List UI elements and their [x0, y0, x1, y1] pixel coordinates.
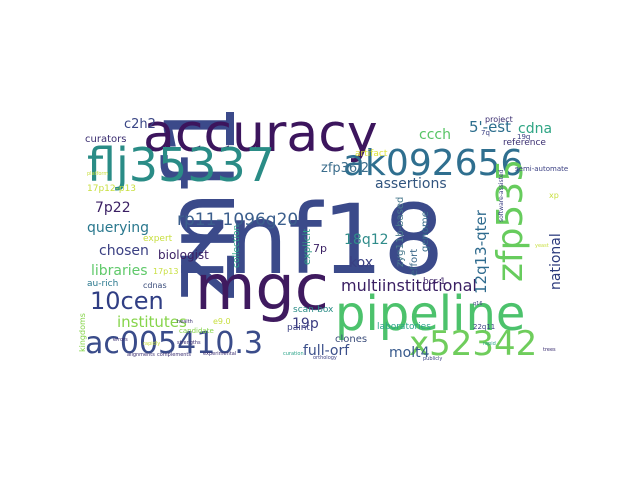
- word-5-est: 5'-est: [469, 118, 512, 136]
- word-7q: 7q: [481, 129, 490, 137]
- word-rapidly: rapidly: [143, 341, 161, 347]
- word-ccch: ccch: [419, 127, 451, 143]
- word-c2h2: c2h2: [124, 117, 156, 132]
- word-querying: querying: [87, 220, 150, 236]
- word-genome: genome: [420, 211, 431, 252]
- word-national: national: [548, 233, 564, 290]
- word-full-orf: full-orf: [303, 343, 350, 359]
- word-scan-box: scan-box: [293, 305, 334, 315]
- word-curation: curation: [283, 351, 304, 357]
- word-rapid: rapid: [483, 341, 496, 347]
- word-e9-0: e9.0: [213, 317, 231, 326]
- word-multiinstitutional: multiinstitutional: [341, 276, 477, 295]
- word-cdna: cdna: [518, 121, 553, 137]
- word-7p: 7p: [313, 242, 327, 255]
- word-ak092656: ak092656: [343, 143, 524, 184]
- word-18q12: 18q12: [344, 232, 389, 248]
- word-kingdoms: kingdoms: [78, 313, 87, 352]
- word-znf18-h: znf18: [177, 184, 445, 296]
- word-yeast: yeast: [535, 243, 549, 249]
- word-biologist: biologist: [158, 248, 209, 262]
- word-errors: errors: [113, 337, 128, 343]
- word-platform: platform: [87, 171, 109, 177]
- word-publicly: publicly: [423, 356, 443, 362]
- word-17p13: 17p13: [153, 267, 179, 276]
- word-xp: xp: [549, 191, 559, 200]
- word-19p: 19p: [292, 316, 319, 332]
- word-10cen: 10cen: [90, 287, 164, 315]
- word-effort: effort: [409, 248, 420, 276]
- word-clones: clones: [335, 334, 368, 345]
- word-health: health: [177, 319, 193, 325]
- word-software-assisted: software-assisted: [498, 169, 505, 222]
- word-expert: expert: [143, 234, 173, 244]
- word-project: project: [485, 115, 513, 124]
- word-chosen: chosen: [99, 243, 149, 259]
- word-laboratories: laboratories: [377, 322, 431, 332]
- word-artifact: artifact: [355, 149, 388, 159]
- word-22q11: 22q11: [473, 323, 496, 331]
- word-kox: kox: [349, 255, 374, 271]
- word-au-rich: au-rich: [87, 279, 119, 289]
- word-strengths: strengths: [177, 340, 201, 346]
- word-q16: q16: [473, 301, 483, 307]
- word-7p22: 7p22: [95, 200, 131, 216]
- word-molt4: molt4: [389, 345, 430, 361]
- word-curators: curators: [85, 134, 127, 145]
- word-semi-automated: semi-automated: [515, 165, 568, 173]
- word-alignments: alignments: [127, 352, 155, 358]
- word-complements: complements: [157, 352, 191, 358]
- word-rp11-1096g20: rp11-1096g20: [177, 210, 299, 230]
- word-zyg11b-based: zyg11b-based: [395, 196, 406, 267]
- word-assertions: assertions: [375, 176, 447, 192]
- word-bcr-1: bcr-1: [423, 277, 446, 287]
- word-libraries: libraries: [91, 263, 148, 279]
- word-flj35337: flj35337: [87, 138, 276, 192]
- word-collection: collection: [232, 224, 242, 268]
- word-explicit: explicit: [302, 229, 313, 265]
- word-orthology: orthology: [313, 355, 337, 361]
- word-19q: 19q: [517, 133, 531, 141]
- word-experimental: experimental: [203, 351, 237, 357]
- word-ac005410-3: ac005410.3: [85, 326, 264, 361]
- word-cloud: znf18 znf18 mgc accuracy flj35337 pipeli…: [73, 112, 568, 365]
- word-paint: paint: [287, 323, 310, 333]
- word-zfp36l2: zfp36l2: [321, 161, 370, 176]
- word-trees: trees: [543, 347, 556, 353]
- word-candidate: candidate: [179, 327, 214, 335]
- word-17p12-p13: 17p12-p13: [87, 184, 137, 194]
- word-accuracy: accuracy: [143, 112, 378, 164]
- word-cdnas: cdnas: [143, 281, 167, 290]
- word-x52342: x52342: [409, 324, 538, 364]
- word-12q13-qter: 12q13-qter: [472, 210, 490, 294]
- word-mgc: mgc: [195, 251, 329, 324]
- word-pipeline: pipeline: [335, 286, 526, 342]
- word-reference: reference: [503, 138, 546, 148]
- word-institutes: institutes: [117, 313, 187, 331]
